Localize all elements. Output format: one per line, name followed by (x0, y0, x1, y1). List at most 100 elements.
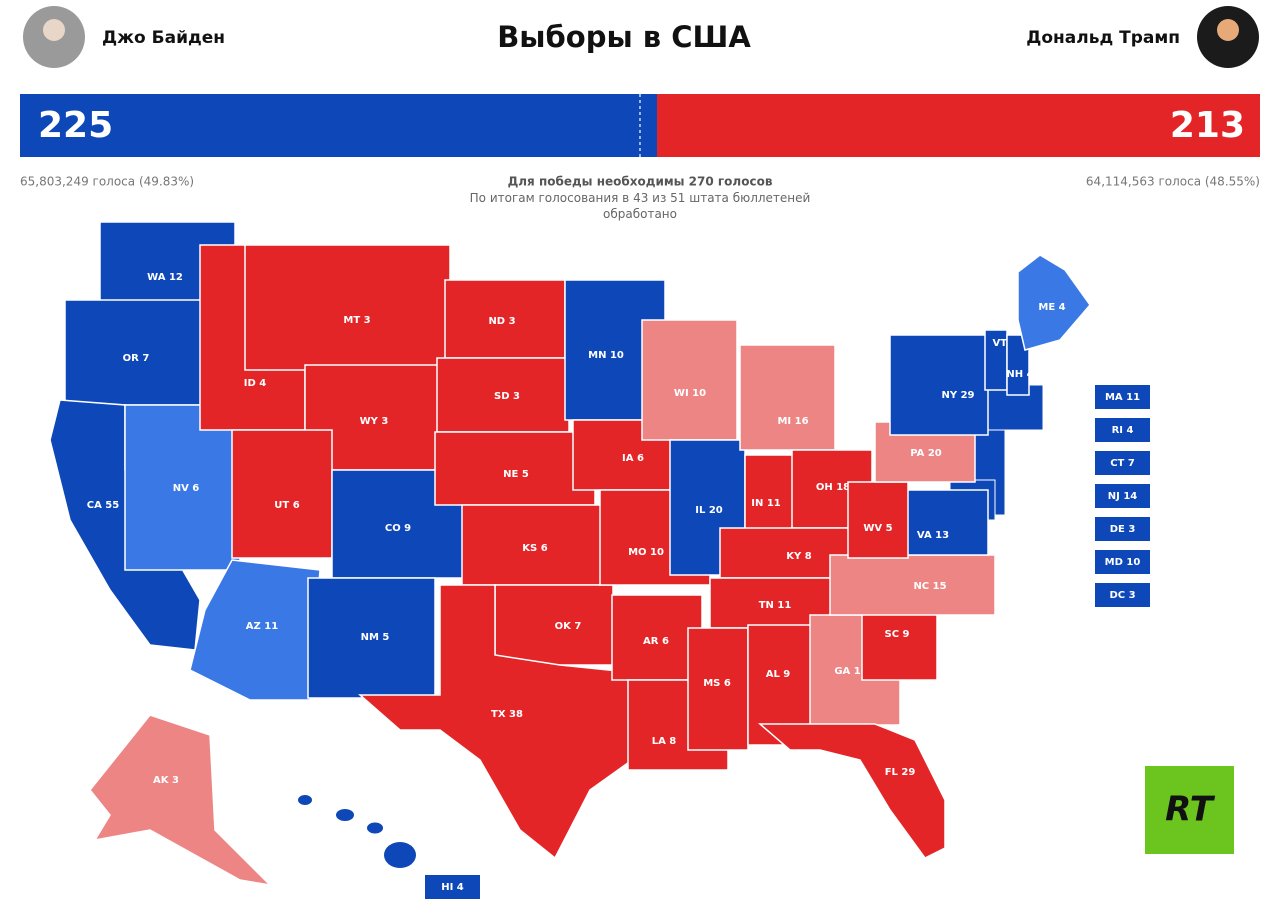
state-label: TX 38 (491, 709, 523, 720)
state-label: NY 29 (941, 390, 974, 401)
state (434, 431, 596, 506)
state (124, 404, 241, 571)
progress-note: По итогам голосования в 43 из 51 штата б… (469, 191, 811, 221)
state (189, 559, 321, 701)
state (861, 611, 938, 681)
title: Выборы в США (497, 20, 751, 54)
state-label: WV 5 (863, 523, 892, 534)
state-label: AZ 11 (246, 621, 278, 632)
state-box (1095, 451, 1150, 475)
state-label: TN 11 (759, 600, 792, 611)
state-label: MI 16 (777, 416, 808, 427)
state-label: IN 11 (751, 498, 781, 509)
state-label: OR 7 (123, 353, 150, 364)
right-score: 213 (1170, 105, 1245, 146)
state-label: WA 12 (147, 272, 183, 283)
state-label: OK 7 (555, 621, 582, 632)
state-box (425, 875, 480, 899)
state-label: LA 8 (652, 736, 677, 747)
right-bar (656, 94, 1260, 157)
state-label: IA 6 (622, 453, 644, 464)
state-box (1095, 484, 1150, 508)
state (461, 504, 613, 586)
state-box (1095, 583, 1150, 607)
state-label: MS 6 (703, 678, 731, 689)
state (89, 714, 273, 887)
state-label: ND 3 (488, 316, 515, 327)
state-box-label: MD 10 (1105, 557, 1141, 568)
state (1006, 334, 1030, 396)
state-box-label: DC 3 (1109, 590, 1135, 601)
state-label: VT 3 (993, 338, 1018, 349)
state-box-label: CT 7 (1110, 458, 1135, 469)
left-score: 225 (38, 105, 113, 146)
state-label: ID 4 (244, 378, 267, 389)
state (739, 344, 836, 451)
right-candidate: Дональд Трамп (1026, 28, 1180, 48)
state (757, 723, 946, 859)
state-label: OH 18 (816, 482, 850, 493)
state-label: AL 9 (766, 669, 791, 680)
state-box-label: HI 4 (441, 882, 464, 893)
state-label: KY 8 (786, 551, 811, 562)
state (611, 594, 703, 681)
map: WA 12 OR 7 CA 55 NV 6 ID 4 MT 3 WY 3 UT 6 AZ 11 C… (49, 221, 1150, 899)
logo-box (1145, 766, 1234, 854)
state-label: NV 6 (173, 483, 200, 494)
state (847, 481, 909, 559)
state-box (1095, 550, 1150, 574)
state-label: PA 20 (910, 448, 942, 459)
right-votes: 64,114,563 голоса (48.55%) (1086, 175, 1260, 189)
state (1017, 254, 1091, 351)
needed: Для победы необходимы 270 голосов (508, 175, 773, 189)
state (307, 577, 436, 699)
island (367, 822, 383, 834)
state-label: WI 10 (674, 388, 706, 399)
state-box (1095, 385, 1150, 409)
state-label: MO 10 (628, 547, 664, 558)
island (298, 795, 312, 805)
island (384, 842, 416, 868)
state-box-label: DE 3 (1110, 524, 1136, 535)
score-bar: 225 213 (20, 94, 1260, 157)
state (687, 627, 749, 751)
state (231, 429, 333, 559)
state-label: IL 20 (695, 505, 723, 516)
state-box (1095, 517, 1150, 541)
state-label: KS 6 (522, 543, 547, 554)
state-box-label: NJ 14 (1108, 491, 1138, 502)
state (889, 334, 989, 436)
left-avatar-face (43, 19, 65, 41)
state-label: SD 3 (494, 391, 520, 402)
state-label: CO 9 (385, 523, 411, 534)
left-bar (20, 94, 657, 157)
state-label: CA 55 (87, 500, 120, 511)
state-label: NH 4 (1006, 369, 1033, 380)
state-label: MT 3 (343, 315, 370, 326)
state-box-label: RI 4 (1112, 425, 1134, 436)
island (336, 809, 354, 821)
state (641, 319, 738, 441)
state-label: FL 29 (885, 767, 916, 778)
state-label: UT 6 (274, 500, 299, 511)
state-box (1095, 418, 1150, 442)
state-label: NM 5 (361, 632, 390, 643)
state-label: ME 4 (1038, 302, 1065, 313)
state-label: AR 6 (643, 636, 669, 647)
state (244, 244, 451, 371)
state-label: VA 13 (917, 530, 949, 541)
right-avatar-face (1217, 19, 1239, 41)
state-box-label: MA 11 (1105, 392, 1140, 403)
state-label: WY 3 (360, 416, 389, 427)
state-label: NE 5 (503, 469, 529, 480)
logo: RT (1165, 790, 1216, 830)
state (444, 279, 566, 359)
left-votes: 65,803,249 голоса (49.83%) (20, 175, 194, 189)
state (64, 299, 216, 406)
left-candidate: Джо Байден (102, 28, 225, 48)
state-label: NC 15 (913, 581, 946, 592)
state (494, 584, 614, 666)
state (436, 357, 570, 433)
